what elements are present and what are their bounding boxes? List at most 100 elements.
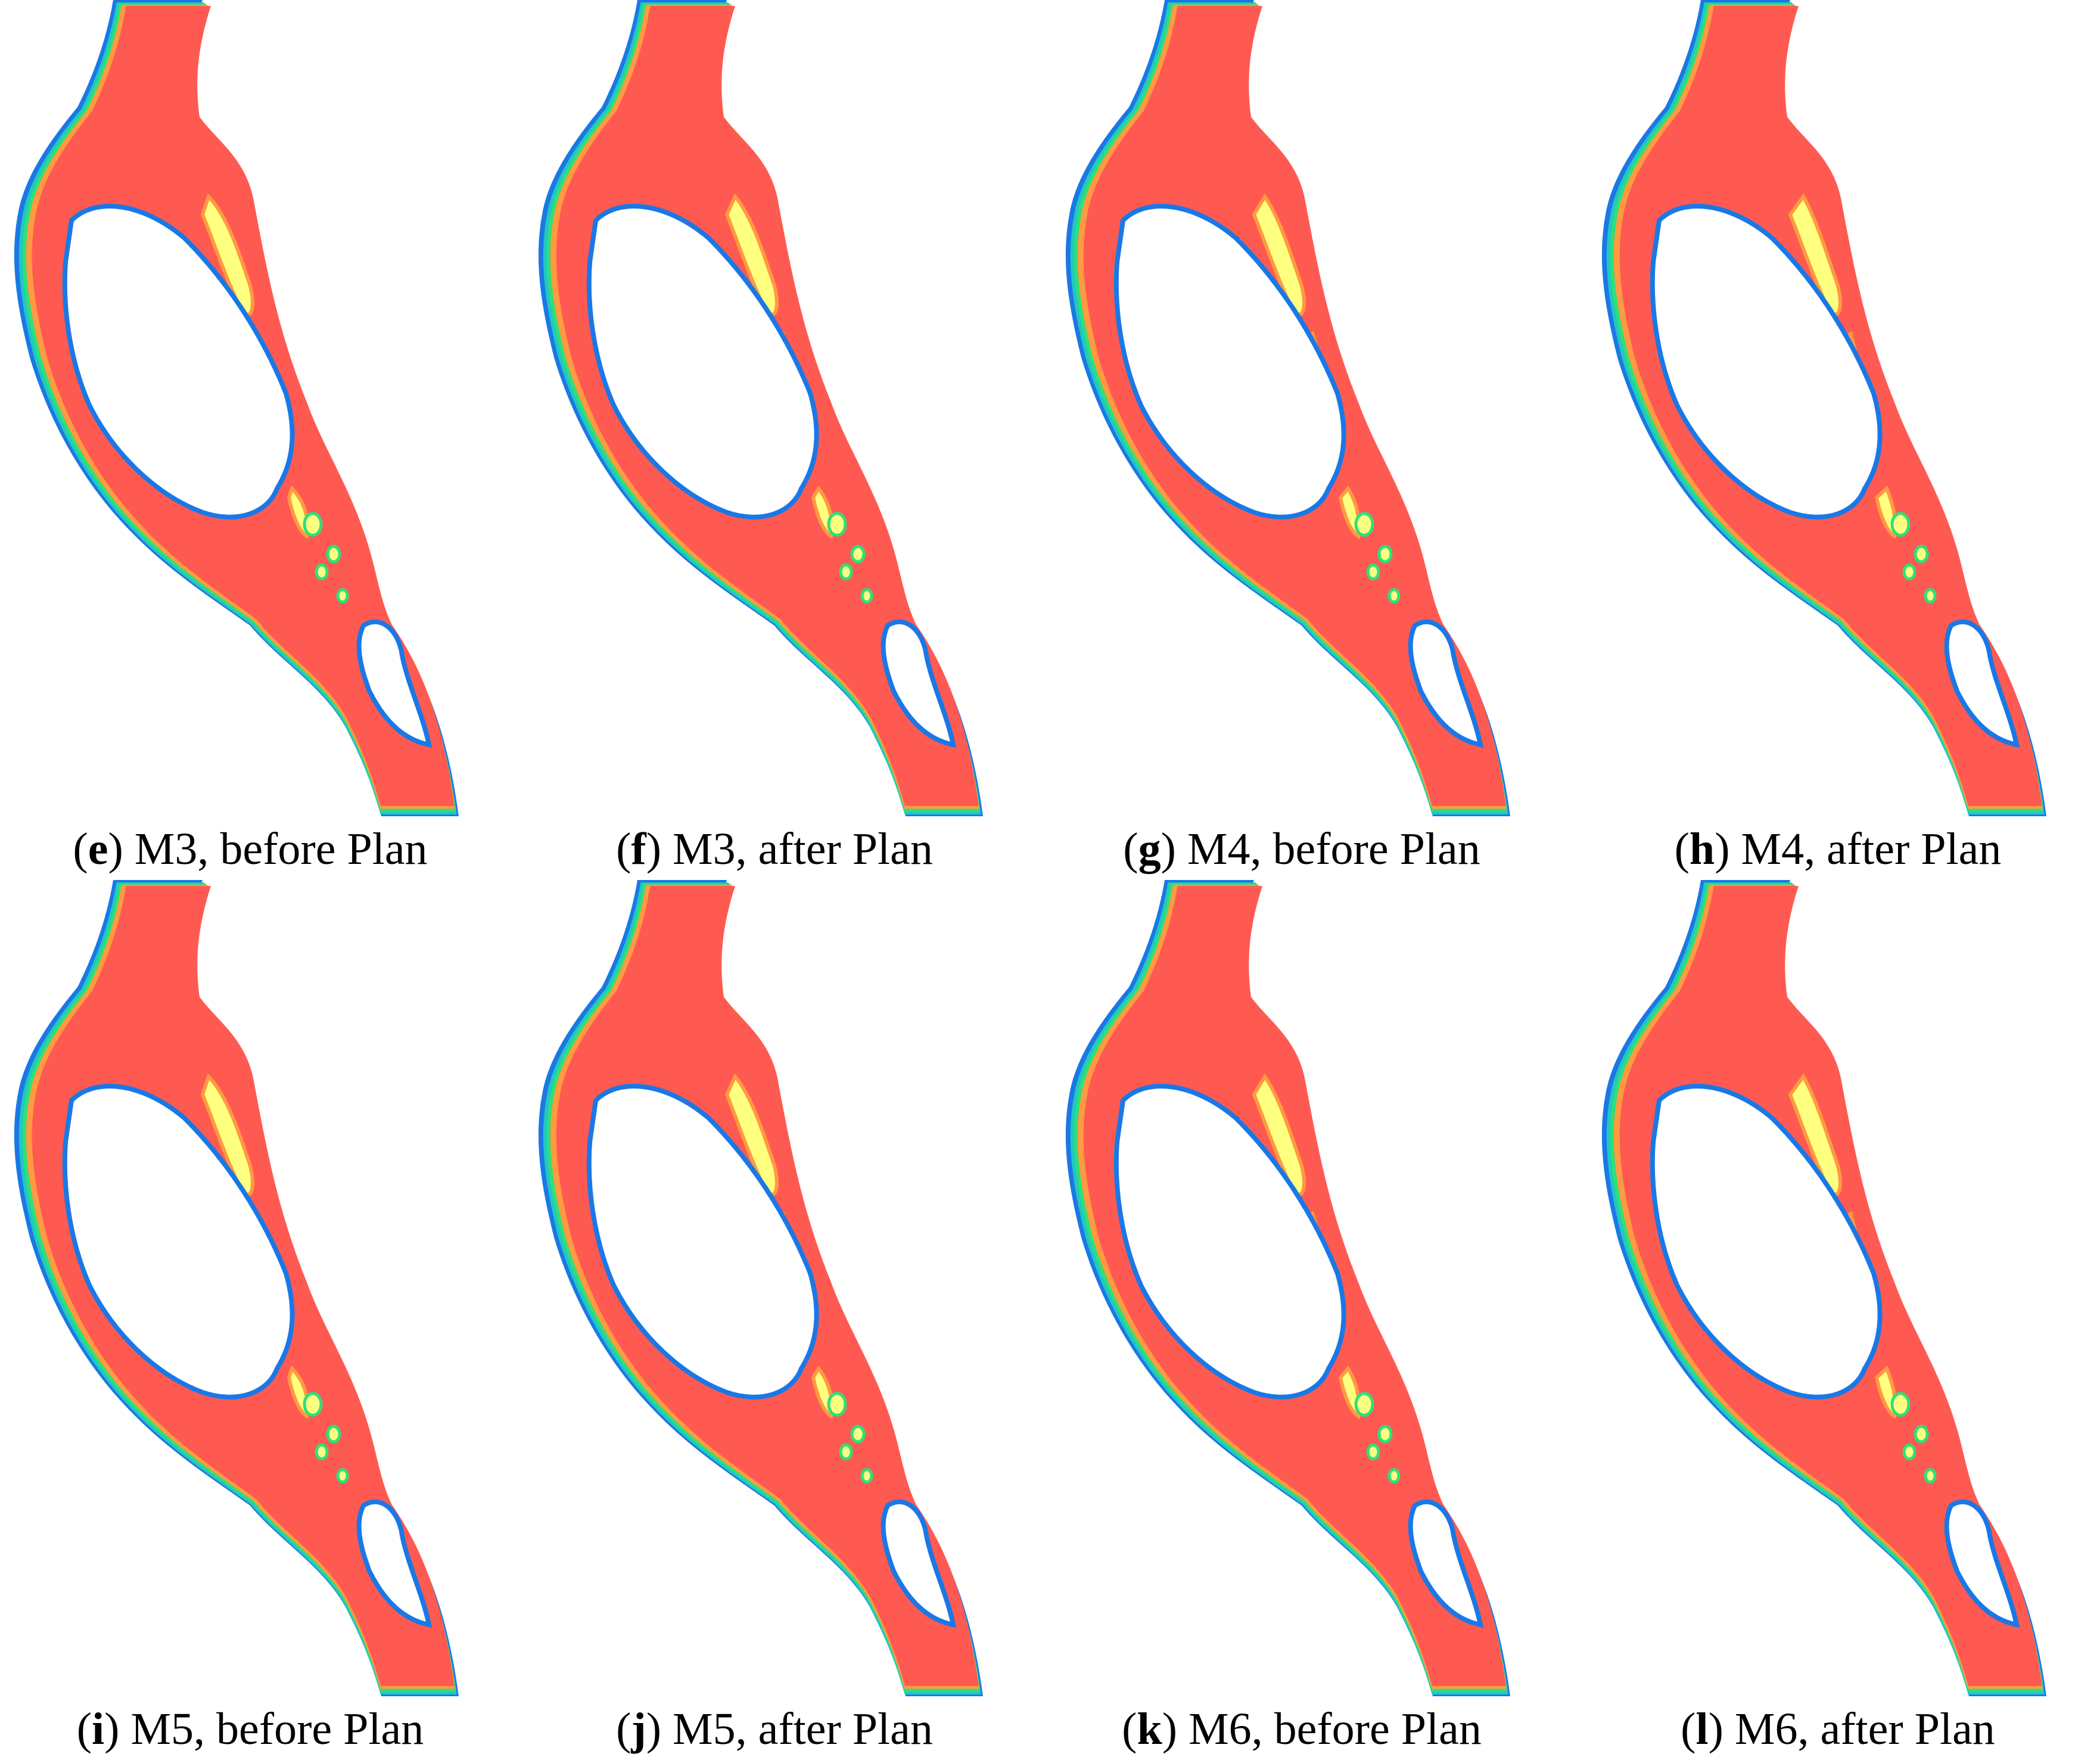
shoal-streak: [287, 1365, 310, 1420]
panel-l: (l) M6, after Plan: [1600, 880, 2076, 1760]
shoal-pocket: [1354, 512, 1374, 537]
lower-island-land: [1944, 619, 2020, 748]
river-map-h: [1601, 0, 2046, 816]
shoal-pocket: [1924, 1468, 1937, 1484]
panel-i: (i) M5, before Plan: [12, 880, 489, 1760]
panel-letter: l: [1695, 1704, 1709, 1754]
island-land: [62, 204, 295, 520]
shoal-streak: [200, 1073, 255, 1196]
island-land: [62, 1084, 295, 1400]
shoal-pocket: [1387, 588, 1401, 604]
shoal-streak: [1788, 1073, 1843, 1196]
island-land: [1113, 204, 1346, 520]
panel-caption: (j) M5, after Plan: [616, 1704, 933, 1754]
lower-island-land: [356, 619, 433, 748]
lower-island-land: [1408, 1499, 1484, 1628]
lower-island-land: [881, 619, 957, 748]
shoal-pocket: [1924, 588, 1937, 604]
river-map-l: [1601, 880, 2046, 1696]
shoal-streak: [724, 193, 779, 316]
panel-label: M3, after Plan: [673, 824, 933, 874]
panel-label: M5, after Plan: [673, 1704, 933, 1754]
island-land: [586, 204, 819, 520]
island-land: [1113, 1084, 1346, 1400]
panel-letter: j: [631, 1704, 646, 1754]
shoal-pocket: [1890, 1392, 1911, 1417]
shoal-pocket: [336, 1468, 349, 1484]
panel-label: M6, before Plan: [1189, 1704, 1482, 1754]
shoal-pocket: [1354, 1392, 1374, 1417]
river-map-g: [1065, 0, 1510, 816]
shoal-pocket: [839, 563, 853, 581]
panel-caption: (f) M3, after Plan: [616, 824, 933, 874]
shoal-pocket: [860, 1468, 873, 1484]
panel-caption: (i) M5, before Plan: [76, 1704, 424, 1754]
shoal-streak: [1338, 485, 1361, 540]
panel-f: (f) M3, after Plan: [536, 0, 1013, 880]
panel-letter: h: [1689, 824, 1715, 874]
shoal-pocket: [1914, 545, 1929, 564]
panel-label: M4, after Plan: [1741, 824, 2002, 874]
shoal-pocket: [860, 588, 873, 604]
shoal-pocket: [827, 1392, 847, 1417]
island-land: [1650, 204, 1883, 520]
panel-g: (g) M4, before Plan: [1063, 0, 1540, 880]
shoal-streak: [287, 485, 310, 540]
river-map-f: [538, 0, 983, 816]
shoal-pocket: [303, 1392, 323, 1417]
shoal-pocket: [326, 1425, 341, 1444]
shoal-streak: [811, 1365, 834, 1420]
shoal-pocket: [1902, 563, 1917, 581]
panel-caption: (e) M3, before Plan: [73, 824, 428, 874]
shoal-pocket: [850, 1425, 866, 1444]
panel-h: (h) M4, after Plan: [1600, 0, 2076, 880]
panel-label: M6, after Plan: [1734, 1704, 1995, 1754]
panel-letter: i: [92, 1704, 105, 1754]
shoal-streak: [200, 193, 255, 316]
shoal-pocket: [1377, 545, 1393, 564]
shoal-pocket: [1890, 512, 1911, 537]
panel-k: (k) M6, before Plan: [1063, 880, 1540, 1760]
river-map-j: [538, 880, 983, 1696]
shoal-pocket: [303, 512, 323, 537]
panel-label: M5, before Plan: [130, 1704, 424, 1754]
shoal-pocket: [1914, 1425, 1929, 1444]
shoal-streak: [724, 1073, 779, 1196]
lower-island-land: [1944, 1499, 2020, 1628]
shoal-streak: [1788, 193, 1843, 316]
panel-letter: g: [1138, 824, 1161, 874]
panel-caption: (h) M4, after Plan: [1674, 824, 2002, 874]
panel-caption: (k) M6, before Plan: [1122, 1704, 1482, 1754]
panel-letter: e: [88, 824, 108, 874]
shoal-pocket: [1366, 1443, 1380, 1461]
shoal-pocket: [326, 545, 341, 564]
island-land: [1650, 1084, 1883, 1400]
shoal-streak: [1252, 1073, 1306, 1196]
panel-caption: (g) M4, before Plan: [1123, 824, 1480, 874]
shoal-streak: [1338, 1365, 1361, 1420]
shoal-pocket: [1387, 1468, 1401, 1484]
panel-e: (e) M3, before Plan: [12, 0, 489, 880]
lower-island-land: [1408, 619, 1484, 748]
panel-label: M4, before Plan: [1187, 824, 1480, 874]
shoal-pocket: [315, 563, 329, 581]
shoal-pocket: [1902, 1443, 1917, 1461]
shoal-pocket: [1377, 1425, 1393, 1444]
panel-j: (j) M5, after Plan: [536, 880, 1013, 1760]
shoal-pocket: [827, 512, 847, 537]
shoal-streak: [811, 485, 834, 540]
panel-label: M3, before Plan: [134, 824, 428, 874]
panel-letter: f: [631, 824, 646, 874]
river-map-e: [14, 0, 459, 816]
river-map-k: [1065, 880, 1510, 1696]
lower-island-land: [356, 1499, 433, 1628]
panel-letter: k: [1137, 1704, 1162, 1754]
shoal-streak: [1252, 193, 1306, 316]
shoal-pocket: [315, 1443, 329, 1461]
lower-island-land: [881, 1499, 957, 1628]
panel-caption: (l) M6, after Plan: [1681, 1704, 1995, 1754]
shoal-pocket: [850, 545, 866, 564]
shoal-pocket: [839, 1443, 853, 1461]
shoal-pocket: [336, 588, 349, 604]
